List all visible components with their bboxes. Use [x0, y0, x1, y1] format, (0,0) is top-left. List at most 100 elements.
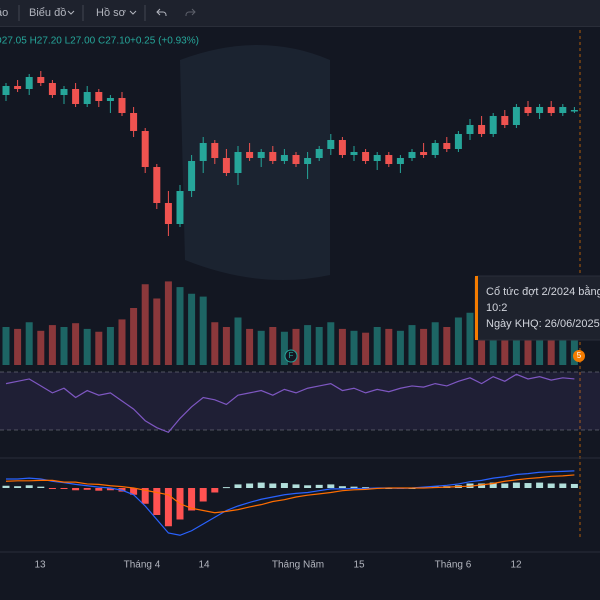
candle-body [524, 107, 532, 113]
volume-bar [373, 327, 381, 365]
volume-bar [431, 322, 439, 365]
plot [2, 71, 578, 536]
candle-body [292, 155, 300, 164]
candle-body [14, 86, 22, 89]
ohlc-legend: O27.05 H27.20 L27.00 C27.10 [0, 36, 131, 47]
volume-bar [234, 317, 242, 365]
x-axis-label: 13 [34, 560, 46, 571]
macd-histogram [501, 483, 509, 488]
volume-bar [454, 317, 462, 365]
volume-bar [153, 298, 161, 365]
candle-body [153, 167, 161, 203]
candle-body [443, 143, 451, 149]
macd-histogram [280, 483, 288, 488]
volume-bar [83, 328, 91, 365]
toolbar-item[interactable]: Hồ sơ [96, 7, 126, 19]
candle-body [199, 143, 207, 161]
volume-bar [176, 287, 184, 365]
volume-bar [478, 325, 486, 365]
macd-histogram [37, 486, 45, 488]
x-axis-label: 15 [353, 560, 365, 571]
tooltip-accent [475, 276, 478, 340]
rsi-line [5, 373, 575, 434]
x-axis-label: 12 [510, 560, 522, 571]
volume-bar [72, 323, 80, 365]
x-axis: 13 Tháng 4 14 Tháng Năm 15 Tháng 6 12 [34, 560, 522, 571]
candle-body [222, 158, 230, 173]
macd-histogram [478, 483, 486, 488]
volume-bar [327, 322, 335, 365]
candle-body [176, 191, 184, 224]
undo-button[interactable] [156, 8, 167, 16]
volume-bar [524, 328, 532, 365]
volume-bar [130, 308, 138, 365]
volume-bar [211, 322, 219, 365]
volume-bar [420, 328, 428, 365]
volume-bar [95, 331, 103, 365]
toolbar-item[interactable]: áo [0, 7, 8, 19]
divider [0, 26, 600, 27]
toolbar [0, 0, 600, 26]
volume-bar [2, 327, 10, 365]
dropdown-icon [129, 10, 137, 15]
candle-body [141, 131, 149, 167]
volume-bar [199, 296, 207, 365]
candle-body [83, 92, 91, 104]
volume-bar [269, 327, 277, 365]
macd-histogram [234, 484, 242, 488]
x-axis-label: 14 [198, 560, 210, 571]
candle-body [501, 116, 509, 125]
candle-body [420, 152, 428, 155]
candle-body [118, 98, 126, 113]
band-area [180, 45, 330, 280]
candle-body [2, 86, 10, 95]
macd-histogram [292, 484, 300, 488]
macd-histogram [106, 488, 114, 491]
macd-line [6, 470, 575, 536]
candle-body [478, 125, 486, 134]
macd-histogram [269, 483, 277, 488]
marker-label: 5 [577, 351, 582, 360]
volume-bar [466, 312, 474, 365]
macd-histogram [524, 483, 532, 488]
redo-button[interactable] [185, 8, 196, 16]
candle-body [547, 107, 555, 113]
candle-body [559, 107, 567, 113]
volume-bar [362, 332, 370, 365]
volume-bar [408, 325, 416, 365]
candle-body [373, 155, 381, 161]
candle-body [257, 152, 265, 158]
macd-histogram [153, 488, 161, 515]
candle-body [350, 152, 358, 155]
macd-histogram [559, 483, 567, 488]
dividend-marker[interactable] [573, 350, 585, 362]
candle-body [280, 155, 288, 161]
toolbar-item[interactable]: Biểu đồ [29, 7, 66, 19]
macd-histogram [350, 486, 358, 488]
macd-histogram [25, 485, 33, 488]
macd-histogram [60, 488, 68, 489]
macd-histogram [362, 487, 370, 489]
candle-body [327, 140, 335, 149]
volume-bar [222, 327, 230, 365]
candle-body [362, 152, 370, 161]
dropdown-icon [67, 10, 75, 15]
macd-histogram [327, 484, 335, 488]
volume-bar [338, 328, 346, 365]
candle-body [315, 149, 323, 158]
change-legend: +0.25 (+0.93%) [130, 36, 199, 47]
event-marker[interactable] [284, 349, 298, 363]
volume-bar [37, 330, 45, 365]
candle-body [95, 92, 103, 101]
candle-body [72, 89, 80, 104]
macd-histogram [95, 488, 103, 491]
candle-body [338, 140, 346, 155]
macd-histogram [338, 486, 346, 488]
volume-bar [60, 327, 68, 365]
macd-histogram [199, 488, 207, 502]
candle-body [489, 116, 497, 134]
macd-histogram [547, 483, 555, 488]
volume-bar [443, 327, 451, 365]
